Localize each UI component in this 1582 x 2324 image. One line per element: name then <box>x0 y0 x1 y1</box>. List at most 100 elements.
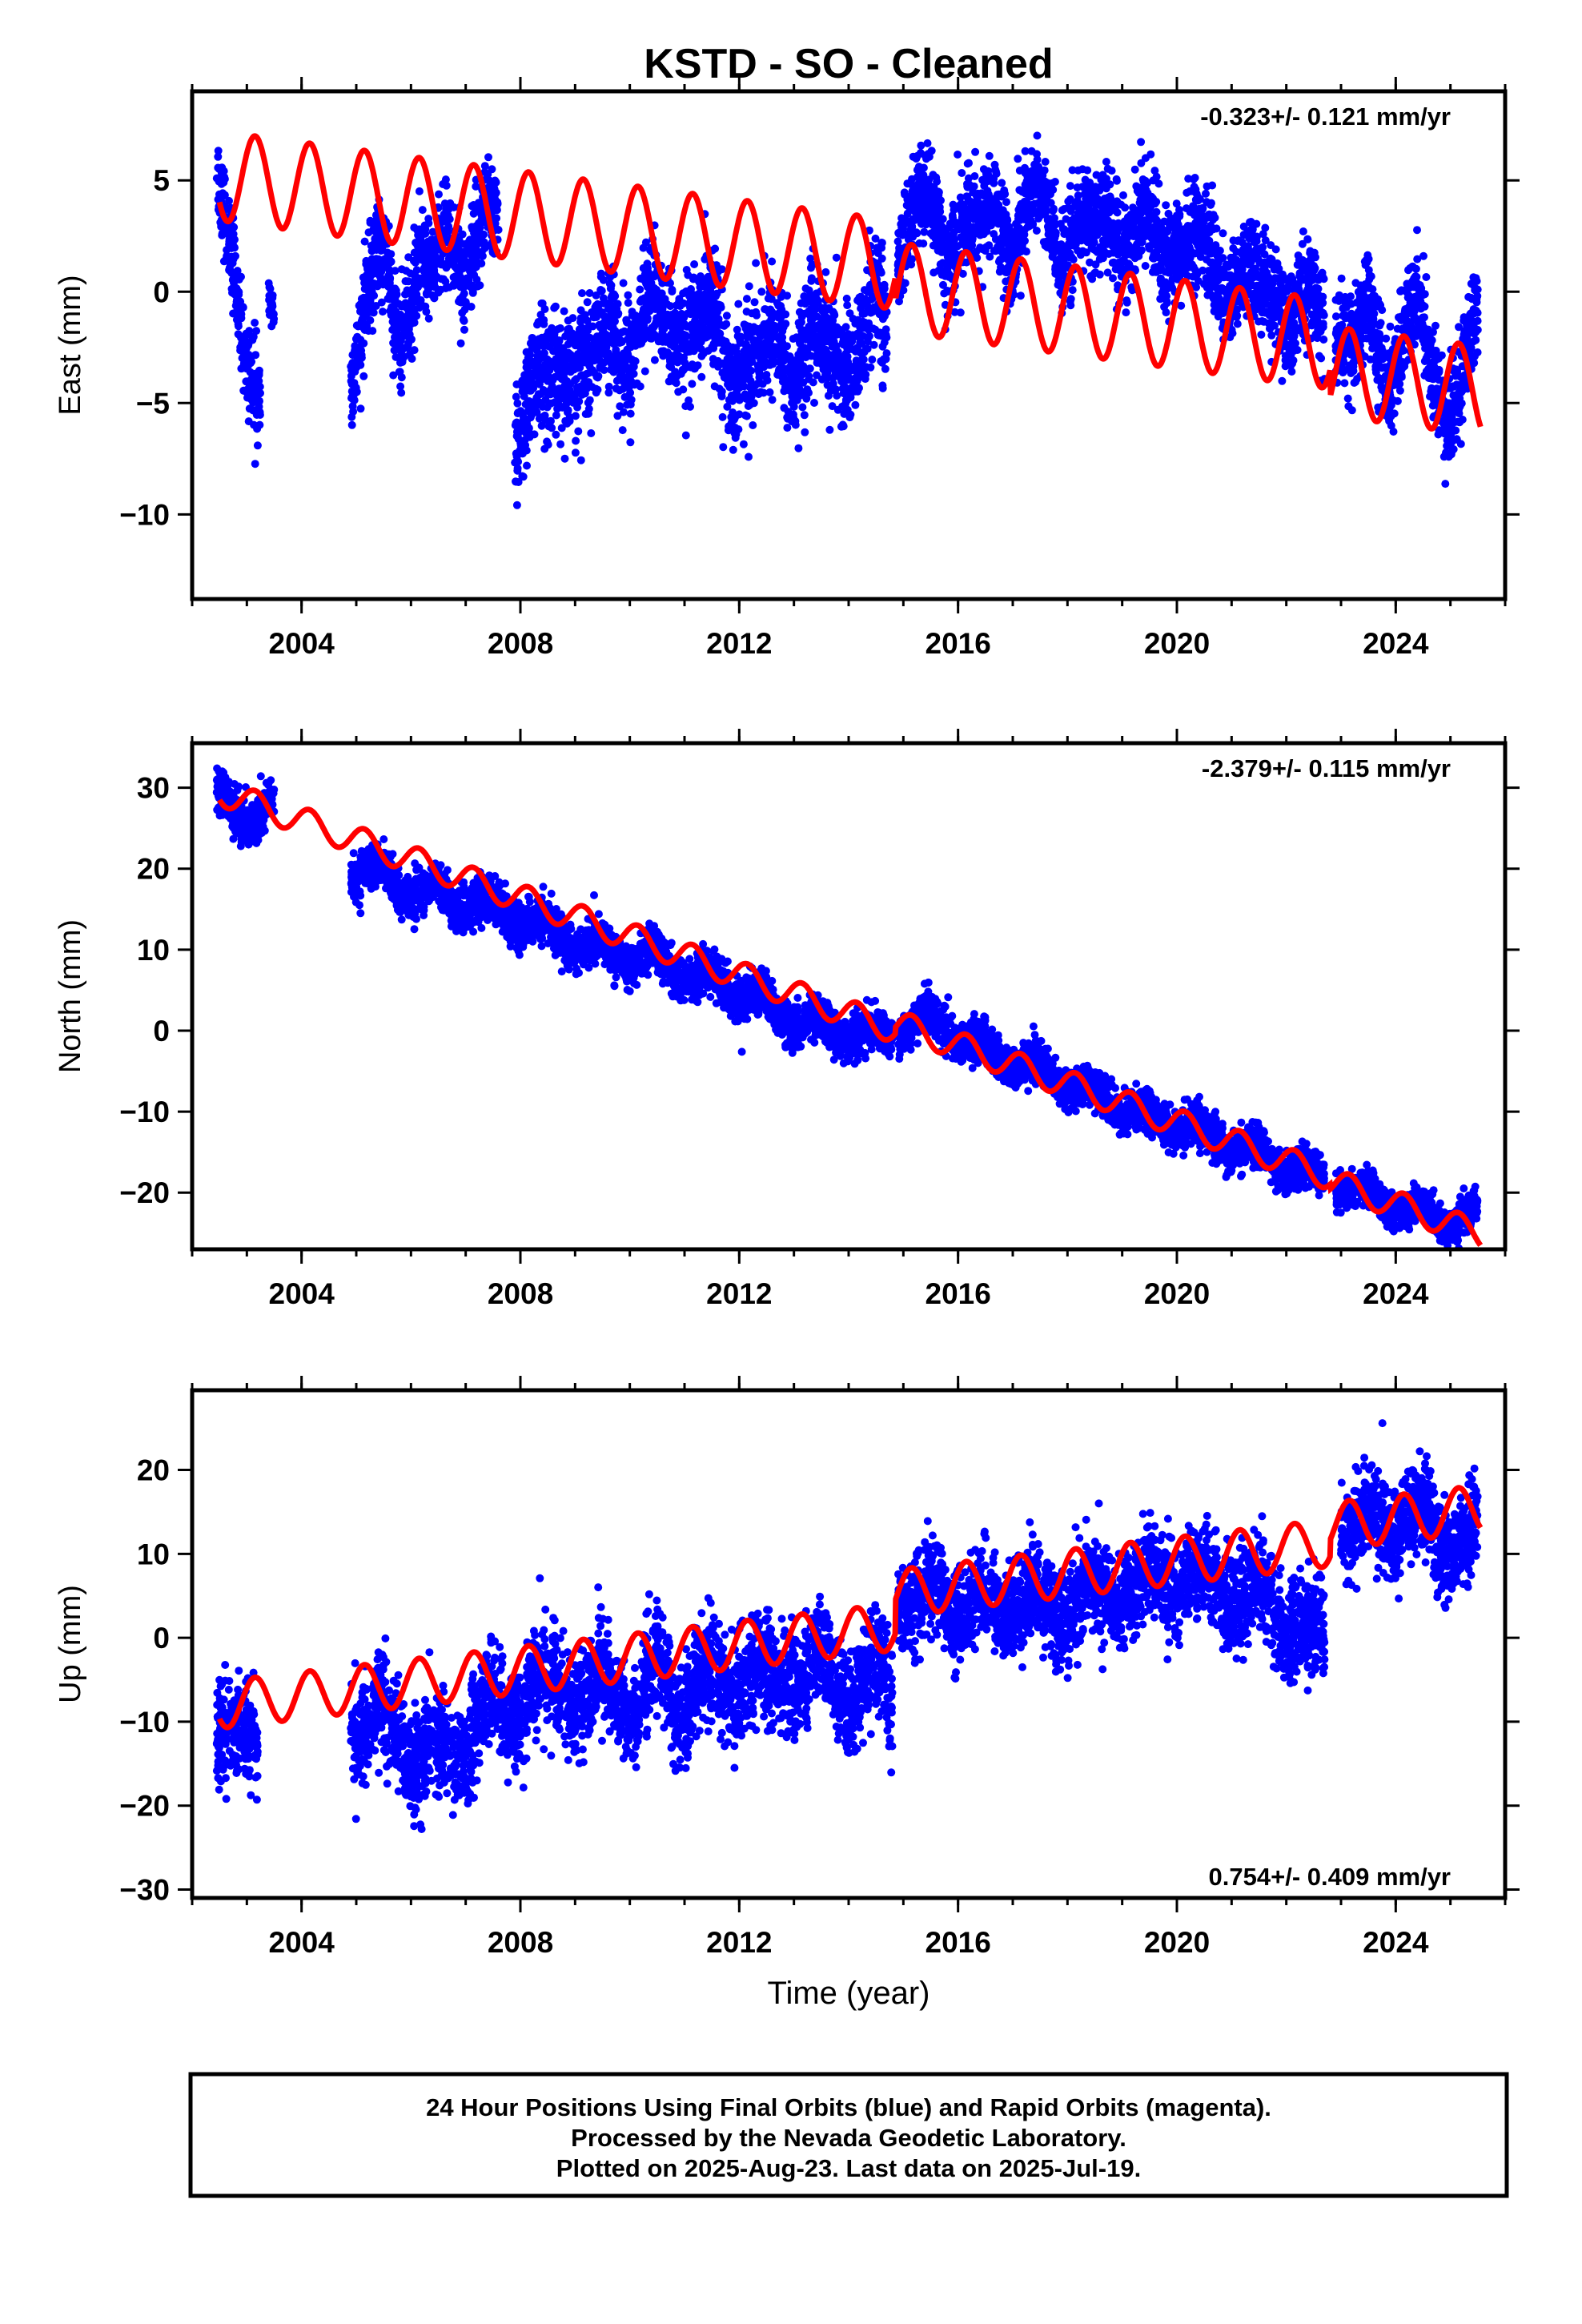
data-point <box>968 241 977 250</box>
data-point <box>512 457 520 466</box>
data-point <box>513 399 522 408</box>
data-point <box>713 290 721 298</box>
data-point <box>969 205 978 214</box>
data-point <box>717 392 726 400</box>
data-point <box>1162 228 1170 237</box>
data-point <box>701 255 709 263</box>
data-point <box>868 356 877 364</box>
data-point <box>480 162 489 171</box>
data-point <box>1124 259 1133 268</box>
data-point <box>1150 249 1158 258</box>
data-point <box>405 350 414 359</box>
data-point <box>624 291 632 300</box>
data-point <box>242 329 251 338</box>
data-point <box>1162 201 1170 210</box>
data-point <box>752 259 761 267</box>
data-point <box>421 229 430 238</box>
data-point <box>800 411 809 420</box>
data-point <box>773 370 782 379</box>
data-point <box>718 412 727 421</box>
data-point <box>807 274 816 283</box>
data-point <box>1090 246 1099 255</box>
data-point <box>719 443 728 452</box>
data-point <box>1152 198 1161 206</box>
data-point <box>1091 268 1100 277</box>
data-point <box>225 196 233 205</box>
data-point <box>1129 232 1138 240</box>
data-point <box>1154 179 1163 188</box>
data-point <box>1113 176 1121 185</box>
data-point <box>560 395 568 404</box>
data-point <box>722 312 731 320</box>
data-point <box>219 167 228 175</box>
data-point <box>458 230 467 239</box>
data-point <box>799 378 808 387</box>
data-point <box>1082 195 1090 203</box>
data-point <box>451 281 460 289</box>
data-point <box>917 141 926 150</box>
data-point <box>462 300 470 308</box>
data-point <box>1202 189 1210 198</box>
data-point <box>572 339 580 348</box>
data-point <box>1130 165 1139 174</box>
data-point <box>611 302 619 311</box>
data-point <box>1119 191 1127 199</box>
data-point <box>235 314 243 323</box>
data-point <box>829 308 837 316</box>
data-point <box>1026 218 1034 227</box>
data-point <box>472 261 481 270</box>
data-point <box>976 231 985 239</box>
data-point <box>359 372 368 380</box>
data-point <box>480 230 488 239</box>
data-point <box>404 253 413 262</box>
data-point <box>420 267 428 275</box>
data-point <box>745 452 753 461</box>
data-point <box>712 324 721 333</box>
data-point <box>1206 258 1215 267</box>
data-point <box>430 266 439 275</box>
data-point <box>669 317 677 326</box>
data-point <box>1109 274 1117 283</box>
data-point <box>619 408 628 416</box>
data-point <box>697 352 706 360</box>
data-point <box>931 194 940 203</box>
data-point <box>1026 201 1034 210</box>
data-point <box>1173 227 1182 236</box>
data-point <box>749 399 758 408</box>
data-point <box>1212 274 1221 283</box>
data-point <box>937 237 946 246</box>
data-point <box>350 396 359 404</box>
data-point <box>1098 213 1107 222</box>
data-point <box>993 191 1002 199</box>
data-point <box>251 460 259 468</box>
data-point <box>532 393 541 402</box>
data-point <box>572 436 580 445</box>
data-point <box>829 342 837 351</box>
data-point <box>626 438 635 447</box>
data-point <box>743 348 752 356</box>
data-point <box>742 412 751 420</box>
data-point <box>945 239 954 247</box>
data-point <box>765 325 773 334</box>
data-point <box>709 340 718 348</box>
data-point <box>1196 248 1205 257</box>
data-point <box>1048 246 1056 255</box>
data-point <box>348 402 357 411</box>
data-point <box>911 214 920 223</box>
data-point <box>1001 232 1010 241</box>
data-point <box>878 384 887 392</box>
data-point <box>565 385 574 394</box>
data-point <box>548 424 556 432</box>
data-point <box>356 404 365 413</box>
data-point <box>809 378 817 387</box>
data-point <box>598 330 607 339</box>
data-point <box>464 275 473 284</box>
data-point <box>682 287 691 296</box>
data-point <box>565 331 574 339</box>
data-point <box>449 203 458 211</box>
data-point <box>1107 167 1116 175</box>
data-point <box>666 279 674 287</box>
data-point <box>580 338 588 347</box>
data-point <box>253 441 262 450</box>
data-point <box>697 280 705 289</box>
